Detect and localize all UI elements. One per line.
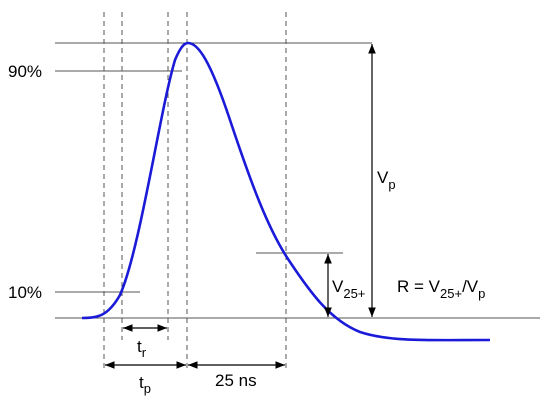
label-sub: 25+ [440,286,462,301]
label-part: t [137,337,142,356]
label-vp: Vp [377,168,396,192]
label-sub: r [142,345,147,360]
label-sub: p [144,381,151,396]
label-part: /V [462,277,479,296]
label-10: 10% [8,283,42,302]
label-90: 90% [8,62,42,81]
label-v25: V25+ [332,277,365,301]
label-sub: p [388,177,395,192]
label-delay: 25 ns [215,371,257,390]
label-part: t [139,373,144,392]
label-sub: p [478,286,485,301]
label-sub: 25+ [343,286,365,301]
pulse-curve [81,41,491,342]
label-tp: tp [139,373,151,396]
label-tr: tr [137,337,147,360]
label-part: R = V [397,277,441,296]
label-ratio: R = V25+/Vp [397,277,485,301]
label-part: V [332,277,344,296]
label-part: V [377,168,389,187]
